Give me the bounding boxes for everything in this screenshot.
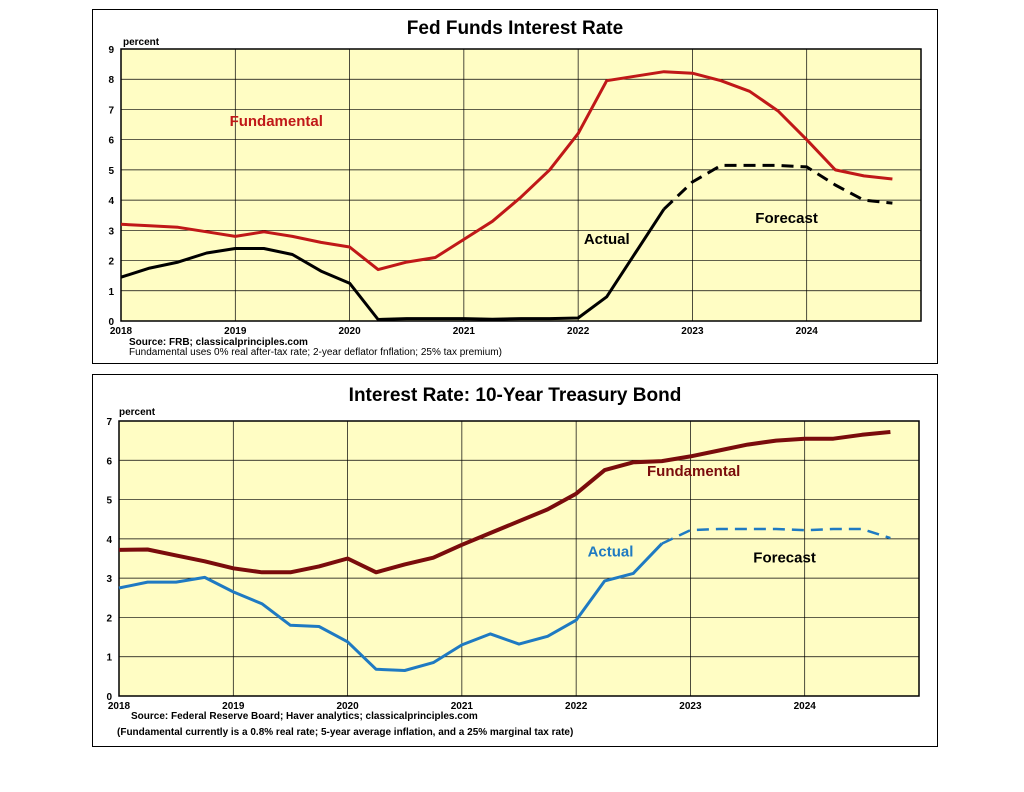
- x-tick-label: 2022: [565, 701, 588, 712]
- annotation-forecast: Forecast: [755, 210, 818, 227]
- y-axis-unit-label: percent: [123, 37, 160, 48]
- x-tick-label: 2019: [222, 701, 245, 712]
- x-tick-label: 2021: [453, 326, 476, 337]
- treasury-bond-chart-panel: Interest Rate: 10-Year Treasury Bond per…: [92, 374, 938, 747]
- series-line-actual: [118, 542, 663, 672]
- y-tick-label: 7: [106, 417, 112, 428]
- x-tick-label: 2024: [794, 701, 817, 712]
- fed-funds-chart-panel: Fed Funds Interest Rate percent 0 1 2 3 4 5 6 7…: [92, 9, 938, 364]
- x-tick-label: 2021: [451, 701, 474, 712]
- series-line-actual: [120, 208, 666, 321]
- y-tick-label: 4: [106, 535, 112, 546]
- y-tick-label: 5: [106, 496, 112, 507]
- methodology-note: (Fundamental currently is a 0.8% real ra…: [117, 727, 574, 738]
- x-tick-label: 2024: [796, 326, 819, 337]
- y-tick-label: 0: [106, 692, 112, 703]
- source-note: Source: Federal Reserve Board; Haver ana…: [131, 711, 478, 722]
- y-tick-label: 2: [106, 613, 112, 624]
- fed-funds-plot: 0 1 2 3 4 5 6 7 8 9 2018 2019 2020 2021 2022 2023 2024 Fu…: [108, 45, 922, 337]
- x-tick-label: 2022: [567, 326, 590, 337]
- x-tick-label: 2023: [681, 326, 704, 337]
- y-tick-label: 1: [108, 287, 114, 298]
- y-tick-label: 1: [106, 653, 112, 664]
- source-note: Source: FRB; classicalprinciples.com: [129, 337, 308, 348]
- x-tick-label: 2020: [338, 326, 361, 337]
- methodology-note: Fundamental uses 0% real after-tax rate;…: [129, 347, 502, 358]
- y-tick-label: 0: [108, 317, 114, 328]
- series-line-forecast: [661, 527, 891, 545]
- x-tick-label: 2020: [336, 701, 359, 712]
- annotation-actual: Actual: [588, 544, 634, 561]
- x-tick-label: 2019: [224, 326, 247, 337]
- series-line-fundamental: [120, 70, 893, 272]
- series-line-fundamental: [118, 430, 891, 575]
- y-tick-label: 7: [108, 105, 114, 116]
- series-line-forecast: [662, 163, 893, 211]
- annotation-fundamental: Fundamental: [647, 463, 740, 480]
- y-tick-label: 5: [108, 166, 114, 177]
- plot-area: [118, 420, 920, 697]
- y-tick-label: 2: [108, 257, 114, 268]
- chart-title: Interest Rate: 10-Year Treasury Bond: [348, 385, 682, 406]
- y-tick-label: 4: [108, 196, 114, 207]
- chart-title: Fed Funds Interest Rate: [406, 18, 624, 39]
- x-tick-label: 2018: [110, 326, 133, 337]
- y-tick-label: 6: [106, 456, 112, 467]
- treasury-bond-plot: 0 1 2 3 4 5 6 7 2018 2019 2020 2021 2022 2023 2024 Fund…: [106, 417, 920, 712]
- y-tick-label: 3: [108, 226, 114, 237]
- annotation-fundamental: Fundamental: [230, 113, 323, 130]
- x-tick-label: 2018: [108, 701, 131, 712]
- y-tick-label: 8: [108, 75, 114, 86]
- y-tick-label: 9: [108, 45, 114, 56]
- annotation-forecast: Forecast: [753, 549, 816, 566]
- x-tick-label: 2023: [679, 701, 702, 712]
- annotation-actual: Actual: [584, 231, 630, 248]
- y-tick-label: 3: [106, 574, 112, 585]
- y-tick-label: 6: [108, 136, 114, 147]
- plot-area: [120, 48, 922, 322]
- y-axis-unit-label: percent: [119, 407, 156, 418]
